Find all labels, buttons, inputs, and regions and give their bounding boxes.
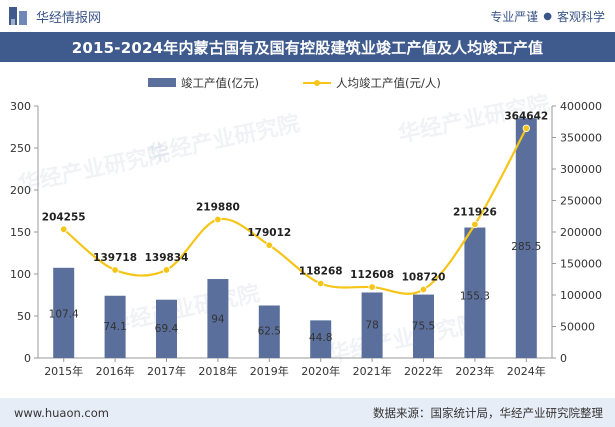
x-tick-label-3: 2018年 xyxy=(198,364,237,378)
watermark-4: 华经产业研究院 xyxy=(326,310,482,367)
per-capita-line xyxy=(63,127,528,295)
bar-5 xyxy=(310,320,332,358)
footer: www.huaon.com 数据来源：国家统计局，华经产业研究院整理 xyxy=(0,398,615,427)
line-value-label-2: 139834 xyxy=(145,252,189,264)
bar-2 xyxy=(156,299,177,358)
brand[interactable]: 华经情报网 xyxy=(8,5,101,27)
line-point-5 xyxy=(317,279,325,288)
left-tick-label-1: 50 xyxy=(17,310,31,323)
left-tick-label-0: 0 xyxy=(24,352,31,365)
bar-value-label-8: 155.3 xyxy=(460,290,490,302)
line-value-label-1: 139718 xyxy=(93,252,137,264)
line-value-label-9: 364642 xyxy=(504,110,548,122)
right-tick-label-0: 0 xyxy=(560,352,567,365)
left-tick-label-6: 300 xyxy=(10,100,31,113)
x-tick-label-7: 2022年 xyxy=(404,364,443,378)
line-point-1 xyxy=(111,266,119,274)
right-tick-label-3: 150000 xyxy=(560,258,602,271)
line-point-0 xyxy=(60,225,68,234)
right-tick-label-6: 300000 xyxy=(560,163,602,176)
bar-value-label-3: 94 xyxy=(211,313,225,325)
bar-value-label-4: 62.5 xyxy=(258,325,281,337)
x-tick-label-9: 2024年 xyxy=(507,364,546,378)
line-value-label-3: 219880 xyxy=(196,201,240,213)
tagline-dot-icon: ● xyxy=(543,10,552,22)
right-tick-label-1: 50000 xyxy=(560,321,595,334)
x-tick-label-5: 2020年 xyxy=(301,364,340,378)
line-value-label-8: 211926 xyxy=(453,206,497,218)
x-tick-label-4: 2019年 xyxy=(250,364,289,378)
line-point-4 xyxy=(265,241,273,249)
tagline-right: 客观科学 xyxy=(556,9,605,24)
bar-value-label-9: 285.5 xyxy=(511,241,541,253)
line-value-label-4: 179012 xyxy=(247,227,291,239)
line-point-9 xyxy=(522,124,530,132)
huajing-logo-icon xyxy=(9,7,27,25)
brand-name: 华经情报网 xyxy=(36,10,102,26)
bar-8 xyxy=(464,227,486,358)
line-value-label-6: 112608 xyxy=(350,269,394,281)
bar-4 xyxy=(258,305,280,358)
right-tick-label-5: 250000 xyxy=(560,195,602,208)
line-point-2 xyxy=(162,266,171,274)
x-tick-label-1: 2016年 xyxy=(96,364,135,378)
left-tick-label-5: 250 xyxy=(10,142,31,155)
top-bar: 华经情报网 专业严谨 ● 客观科学 xyxy=(0,0,615,32)
x-tick-label-0: 2015年 xyxy=(44,364,83,378)
legend-marker-line xyxy=(314,80,320,86)
right-tick-label-2: 100000 xyxy=(560,289,602,302)
tagline: 专业严谨 ● 客观科学 xyxy=(490,8,605,25)
bar-value-label-6: 78 xyxy=(365,320,378,332)
line-point-6 xyxy=(368,283,376,291)
bar-7 xyxy=(413,294,434,358)
title-band: 2015-2024年内蒙古国有及国有控股建筑业竣工产值及人均竣工产值 xyxy=(0,32,615,62)
watermark-2: 华经产业研究院 xyxy=(16,140,172,197)
line-point-7 xyxy=(419,285,428,294)
bar-6 xyxy=(361,292,383,358)
bar-value-label-1: 74.1 xyxy=(103,321,126,333)
bar-value-label-7: 75.5 xyxy=(412,320,435,332)
legend-label-line: 人均竣工产值(元/人) xyxy=(336,76,441,90)
watermark-3: 华经产业研究院 xyxy=(106,280,262,337)
bar-value-label-2: 69.4 xyxy=(155,323,179,335)
bar-3 xyxy=(207,279,229,358)
right-tick-label-4: 200000 xyxy=(560,226,602,239)
x-tick-label-8: 2023年 xyxy=(455,364,494,378)
right-tick-label-8: 400000 xyxy=(560,100,602,113)
line-value-label-7: 108720 xyxy=(402,272,446,284)
line-point-8 xyxy=(471,220,479,229)
tagline-left: 专业严谨 xyxy=(490,9,539,24)
chart-area: 华经产业研究院华经产业研究院华经产业研究院华经产业研究院华经产业研究院竣工产值(… xyxy=(10,76,602,378)
legend-label-bar: 竣工产值(亿元) xyxy=(181,76,259,90)
bar-1 xyxy=(104,295,126,358)
chart-title: 2015-2024年内蒙古国有及国有控股建筑业竣工产值及人均竣工产值 xyxy=(71,38,544,57)
left-tick-label-4: 200 xyxy=(10,184,31,197)
bar-value-label-5: 44.8 xyxy=(309,332,332,344)
line-value-label-5: 118268 xyxy=(299,265,343,277)
bar-9 xyxy=(515,118,537,359)
left-tick-label-2: 100 xyxy=(10,268,31,281)
x-tick-label-6: 2021年 xyxy=(353,364,392,378)
footer-website[interactable]: www.huaon.com xyxy=(14,405,109,420)
footer-source: 数据来源：国家统计局，华经产业研究院整理 xyxy=(373,405,603,420)
line-point-3 xyxy=(214,215,222,224)
bar-value-label-0: 107.4 xyxy=(49,308,79,320)
bar-0 xyxy=(53,267,75,358)
left-tick-label-3: 150 xyxy=(10,226,31,239)
x-tick-label-2: 2017年 xyxy=(147,364,186,378)
legend-swatch-bar xyxy=(148,78,176,87)
line-value-label-0: 204255 xyxy=(42,211,86,223)
right-tick-label-7: 350000 xyxy=(560,132,602,145)
